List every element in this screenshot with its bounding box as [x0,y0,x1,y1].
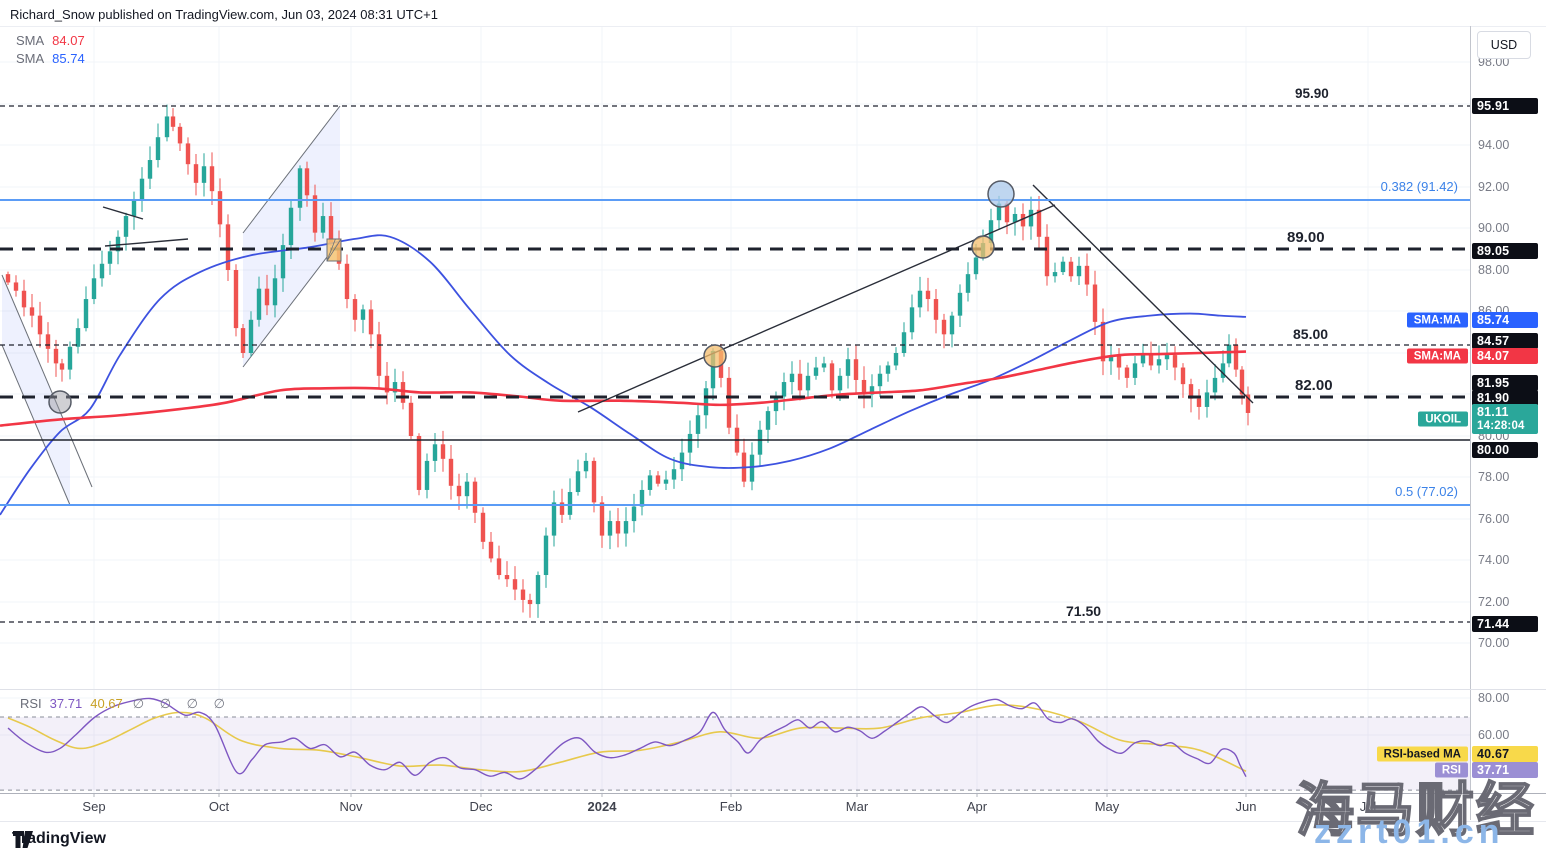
time-label-May: May [1094,799,1120,814]
series-chip-ukoil: UKOIL [1418,411,1468,427]
series-chip-sma-ma: SMA:MA [1406,312,1468,328]
series-chip-rsi: RSI [1434,762,1468,778]
price-tick-80.00: 80.00 [1478,691,1510,705]
circle-marker-1[interactable] [703,344,727,368]
trendline-1[interactable] [1032,184,1254,404]
axis-badge-81.90: 81.90 [1472,390,1538,406]
sma-slow-label: SMA [16,51,45,66]
circle-marker-2[interactable] [971,235,995,259]
axis-badge-84.57: 84.57 [1472,333,1538,349]
last-price-badge: 81.11 14:28:04 [1472,404,1538,434]
time-label-Jun: Jun [1235,799,1257,814]
rsi-band [0,716,1470,791]
level-label-71.50: 71.50 [1066,603,1102,619]
level-label-82.00: 82.00 [1295,377,1333,394]
rsi-label: RSI [20,696,42,711]
sma-fast-value: 84.07 [52,33,85,48]
flag-box-marker[interactable] [326,238,342,262]
sma-fast-line[interactable] [0,350,1247,427]
price-tick-78.00: 78.00 [1478,470,1510,484]
time-label-Jul: Jul [1359,799,1377,814]
sma-fast-label: SMA [16,33,45,48]
level-label-95.90: 95.90 [1295,86,1329,101]
price-tick-70.00: 70.00 [1478,636,1510,650]
series-chip-sma-ma: SMA:MA [1406,348,1468,364]
rsi-legend-row[interactable]: RSI 37.71 40.67 ∅ ∅ ∅ ∅ [20,696,231,712]
rsi-value: 37.71 [49,696,83,711]
axis-badge-95.91: 95.91 [1472,98,1538,114]
circle-marker-3[interactable] [987,180,1015,208]
channel-drawing-0[interactable] [1,274,93,506]
level-label-85.00: 85.00 [1293,326,1329,342]
time-label-Feb: Feb [719,799,743,814]
time-axis-border [0,793,1546,794]
axis-badge-37.71: 37.71 [1472,762,1538,778]
axis-badge-89.05: 89.05 [1472,243,1538,259]
price-tick-74.00: 74.00 [1478,553,1510,567]
indicator-legend[interactable]: SMA 84.07 SMA 85.74 [16,32,85,68]
pane-divider[interactable] [0,689,1546,690]
rsi-hidden-params: ∅ ∅ ∅ ∅ [132,696,231,711]
tradingview-logo-icon [13,831,33,848]
time-label-Nov: Nov [339,799,363,814]
circle-marker-0[interactable] [48,390,72,414]
sma-fast-legend-row[interactable]: SMA 84.07 [16,32,85,50]
rsi-ma-line[interactable] [7,704,1247,773]
price-tick-90.00: 90.00 [1478,221,1510,235]
watermark-cn: 海马财经 [1295,777,1537,844]
bottom-bar-border [0,821,1546,822]
price-tick-92.00: 92.00 [1478,180,1510,194]
price-tick-60.00: 60.00 [1478,728,1510,742]
axis-badge-80.00: 80.00 [1472,442,1538,458]
price-tick-88.00: 88.00 [1478,263,1510,277]
time-label-Mar: Mar [845,799,869,814]
currency-selector-button[interactable]: USD [1477,31,1531,59]
price-tick-94.00: 94.00 [1478,138,1510,152]
publish-header: Richard_Snow published on TradingView.co… [10,7,438,22]
axis-badge-71.44: 71.44 [1472,616,1538,632]
price-tick-72.00: 72.00 [1478,595,1510,609]
axis-badge-84.07: 84.07 [1472,348,1538,364]
header-divider [0,26,1546,27]
axis-badge-81.95: 81.95 [1472,375,1538,391]
sma-slow-legend-row[interactable]: SMA 85.74 [16,50,85,68]
time-label-Oct: Oct [208,799,230,814]
trendline-3[interactable] [104,238,189,247]
rsi-ma-value: 40.67 [90,696,123,711]
series-chip-rsi-based-ma: RSI-based MA [1376,746,1468,762]
tradingview-logo-text: TradingView [12,830,106,847]
trendline-2[interactable] [102,206,144,220]
level-label-89.00: 89.00 [1287,229,1325,246]
time-label-2024: 2024 [587,799,617,814]
fib-label-0.5: 0.5 (77.02) [1395,484,1458,499]
time-label-Sep: Sep [82,799,106,814]
fib-label-0.382: 0.382 (91.42) [1380,179,1458,194]
sma-slow-line[interactable] [0,234,1247,516]
gridlines [0,26,1470,793]
time-label-Dec: Dec [469,799,493,814]
axis-badge-40.67: 40.67 [1472,746,1538,762]
axis-badge-85.74: 85.74 [1472,312,1538,328]
candlestick-series [5,104,1251,618]
watermark-url: zzrt01.cn [1314,813,1505,851]
rsi-line[interactable] [7,697,1247,780]
price-axis-separator [1470,26,1471,820]
sma-slow-value: 85.74 [52,51,85,66]
tradingview-logo[interactable]: TradingView [12,830,106,848]
time-label-Apr: Apr [966,799,988,814]
price-tick-76.00: 76.00 [1478,512,1510,526]
